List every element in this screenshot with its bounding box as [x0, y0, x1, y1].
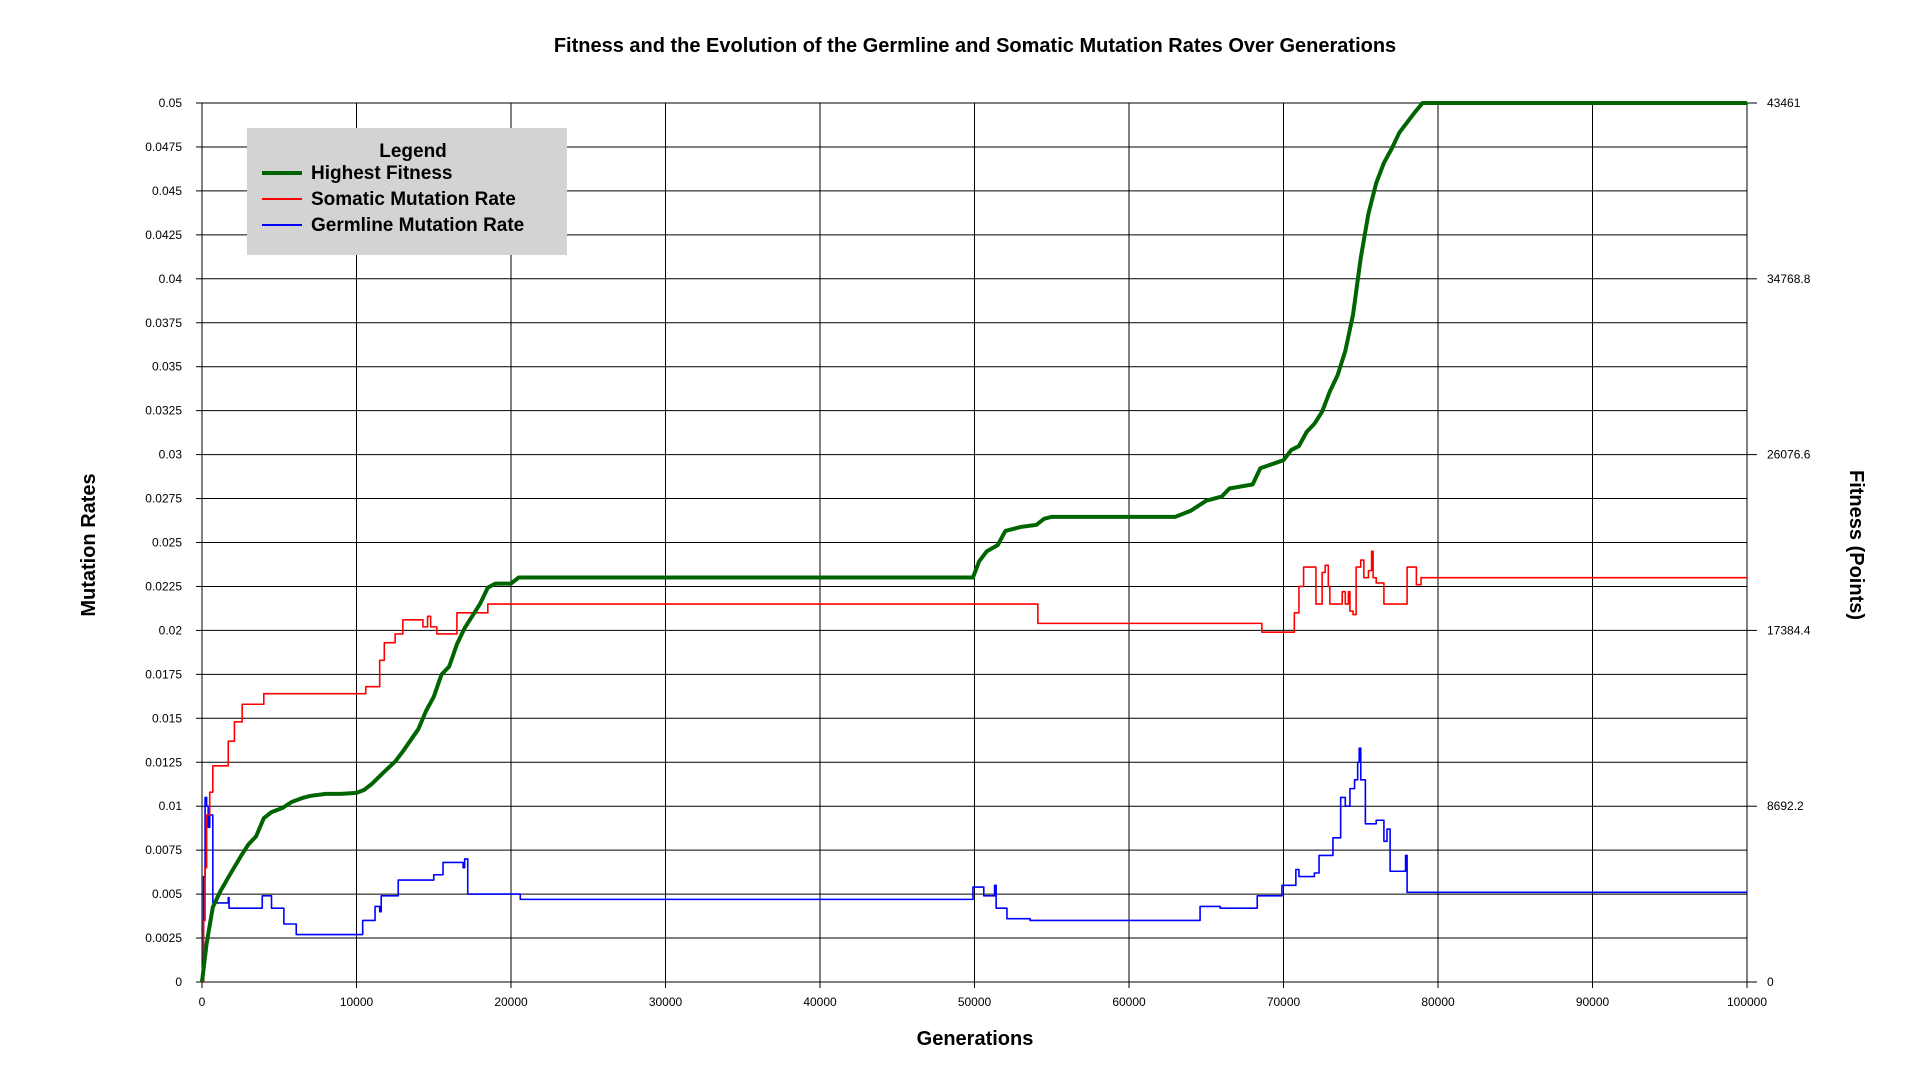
y-tick-label: 0.0275 — [145, 492, 182, 506]
y2-tick-label: 43461 — [1767, 96, 1801, 110]
tick-labels: 0 0.0025 0.005 0.0075 0.01 0.0125 0.015 0.0175 0… — [145, 96, 1810, 1009]
legend-label-highest-fitness: Highest Fitness — [311, 163, 452, 184]
axes — [196, 102, 1757, 988]
y-tick-label: 0.025 — [152, 536, 182, 550]
y-tick-label: 0.045 — [152, 184, 182, 198]
y-tick-label: 0.005 — [152, 887, 182, 901]
y-tick-label: 0.0225 — [145, 579, 182, 593]
plot-border — [201, 102, 1748, 983]
series-lines — [200, 101, 1747, 983]
y-tick-label: 0.0075 — [145, 843, 182, 857]
legend-label-germline-mutation-rate: Germline Mutation Rate — [311, 215, 524, 236]
chart-title: Fitness and the Evolution of the Germlin… — [554, 35, 1396, 57]
series-line-germline-mutation-rate — [202, 747, 1747, 983]
y-tick-label: 0 — [175, 975, 182, 989]
y-axis-title: Mutation Rates — [78, 473, 100, 616]
y-tick-label: 0.035 — [152, 360, 182, 374]
x-tick-label: 80000 — [1421, 995, 1455, 1009]
legend-label-somatic-mutation-rate: Somatic Mutation Rate — [311, 189, 516, 210]
y-tick-label: 0.0175 — [145, 667, 182, 681]
y-tick-label: 0.0025 — [145, 931, 182, 945]
x-tick-label: 100000 — [1727, 995, 1767, 1009]
legend: Legend Highest Fitness Somatic Mutation R… — [247, 128, 567, 255]
x-tick-label: 0 — [199, 995, 206, 1009]
y-tick-label: 0.0325 — [145, 404, 182, 418]
y-tick-label: 0.04 — [159, 272, 183, 286]
y2-tick-label: 8692.2 — [1767, 799, 1804, 813]
legend-box — [247, 128, 567, 255]
series-line-highest-fitness — [200, 101, 1747, 983]
x-tick-label: 30000 — [649, 995, 683, 1009]
y-tick-label: 0.015 — [152, 711, 182, 725]
x-axis-title: Generations — [917, 1028, 1034, 1050]
y-tick-label: 0.0425 — [145, 228, 182, 242]
y-tick-label: 0.0375 — [145, 316, 182, 330]
series-line-somatic-mutation-rate — [202, 550, 1747, 983]
y-tick-label: 0.02 — [159, 623, 183, 637]
legend-title: Legend — [379, 141, 447, 162]
grid — [201, 102, 1748, 983]
x-tick-label: 20000 — [494, 995, 528, 1009]
y2-tick-label: 34768.8 — [1767, 272, 1811, 286]
y2-tick-label: 17384.4 — [1767, 623, 1811, 637]
x-tick-label: 40000 — [803, 995, 837, 1009]
x-tick-label: 70000 — [1267, 995, 1301, 1009]
y2-axis-title: Fitness (Points) — [1845, 470, 1867, 620]
y-tick-label: 0.03 — [159, 448, 183, 462]
y-tick-label: 0.0125 — [145, 755, 182, 769]
x-tick-label: 10000 — [340, 995, 374, 1009]
x-tick-label: 50000 — [958, 995, 992, 1009]
y-tick-label: 0.05 — [159, 96, 183, 110]
x-tick-label: 60000 — [1112, 995, 1146, 1009]
y2-tick-label: 26076.6 — [1767, 448, 1811, 462]
x-tick-label: 90000 — [1576, 995, 1610, 1009]
y-tick-label: 0.0475 — [145, 140, 182, 154]
y2-tick-label: 0 — [1767, 975, 1774, 989]
y-tick-label: 0.01 — [159, 799, 183, 813]
